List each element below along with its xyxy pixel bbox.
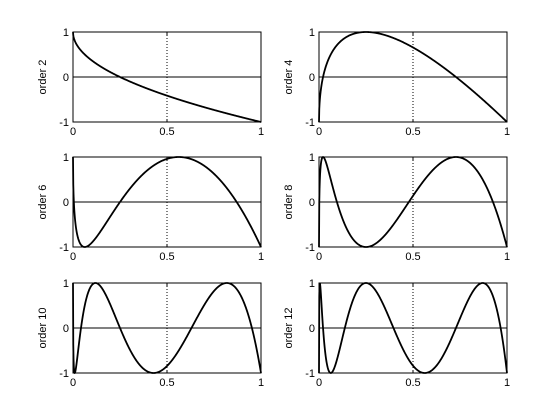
- x-tick-label: 0.5: [159, 377, 174, 389]
- y-tick-label: 0: [309, 323, 315, 335]
- y-tick-label: -1: [59, 117, 69, 129]
- y-axis-label: order 4: [283, 60, 295, 95]
- x-tick-label: 0.5: [405, 251, 420, 263]
- y-tick-label: 0: [309, 72, 315, 84]
- x-tick-label: 1: [258, 377, 264, 389]
- x-tick-label: 0: [70, 126, 76, 138]
- x-tick-label: 1: [504, 126, 510, 138]
- series-line: [318, 156, 508, 248]
- series-line: [72, 31, 262, 123]
- y-tick-label: 0: [63, 323, 69, 335]
- x-tick-label: 1: [504, 251, 510, 263]
- y-tick-label: 1: [63, 278, 69, 290]
- x-tick-label: 0: [316, 377, 322, 389]
- y-axis-label: order 6: [37, 185, 49, 220]
- y-axis-label: order 8: [283, 185, 295, 220]
- y-tick-label: 1: [309, 278, 315, 290]
- y-tick-label: 1: [309, 152, 315, 164]
- x-tick-label: 0.5: [405, 126, 420, 138]
- x-tick-label: 0.5: [159, 251, 174, 263]
- y-axis-label: order 2: [37, 60, 49, 95]
- x-tick-label: 0.5: [405, 377, 420, 389]
- y-tick-label: 1: [63, 27, 69, 39]
- x-tick-label: 0: [70, 251, 76, 263]
- y-tick-label: 0: [309, 197, 315, 209]
- y-tick-label: -1: [305, 117, 315, 129]
- x-tick-label: 0: [70, 377, 76, 389]
- x-tick-label: 0.5: [159, 126, 174, 138]
- x-tick-label: 0: [316, 126, 322, 138]
- y-tick-label: 0: [63, 197, 69, 209]
- y-tick-label: -1: [59, 242, 69, 254]
- y-tick-label: -1: [305, 242, 315, 254]
- y-axis-label: order 12: [283, 308, 295, 349]
- x-tick-label: 1: [504, 377, 510, 389]
- y-tick-label: 1: [63, 152, 69, 164]
- x-tick-label: 1: [258, 251, 264, 263]
- series-line: [318, 282, 508, 374]
- x-tick-label: 0: [316, 251, 322, 263]
- y-tick-label: 0: [63, 72, 69, 84]
- x-tick-label: 1: [258, 126, 264, 138]
- y-tick-label: 1: [309, 27, 315, 39]
- y-tick-label: -1: [305, 368, 315, 380]
- y-axis-label: order 10: [37, 308, 49, 349]
- y-tick-label: -1: [59, 368, 69, 380]
- series-line: [318, 31, 508, 123]
